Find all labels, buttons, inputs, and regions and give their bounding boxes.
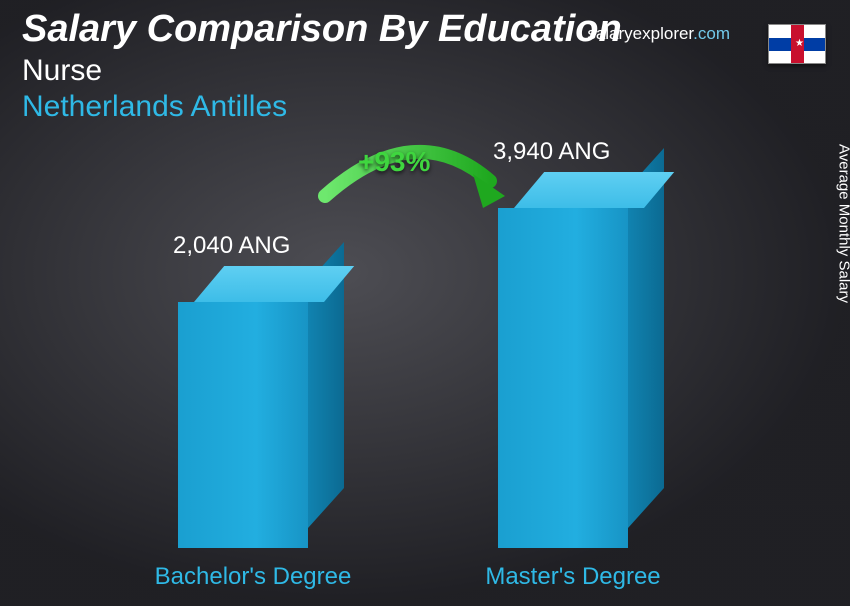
bar-value-label: 2,040 ANG xyxy=(173,232,290,260)
percent-change-badge: +93% xyxy=(358,146,430,178)
country-name: Netherlands Antilles xyxy=(22,90,287,124)
brand-text: salaryexplorer.com xyxy=(587,24,730,44)
job-title: Nurse xyxy=(22,54,102,88)
y-axis-label: Average Monthly Salary xyxy=(836,144,850,303)
bar-category-label: Master's Degree xyxy=(463,563,683,591)
flag-star-icon: ★ xyxy=(795,41,801,47)
bar-0 xyxy=(178,266,344,548)
bar-front xyxy=(498,208,628,548)
bar-value-label: 3,940 ANG xyxy=(493,138,610,166)
bar-1 xyxy=(498,172,664,548)
brand-name: salaryexplorer xyxy=(587,24,693,43)
country-flag-icon: ★ xyxy=(768,24,826,64)
page-title: Salary Comparison By Education xyxy=(22,8,622,51)
chart-area: +93% 2,040 ANG Bachelor's Degree 3,940 ANG… xyxy=(0,136,820,606)
brand-domain: .com xyxy=(693,24,730,43)
bar-category-label: Bachelor's Degree xyxy=(143,563,363,591)
increase-arrow-icon xyxy=(305,126,525,246)
bar-front xyxy=(178,302,308,548)
